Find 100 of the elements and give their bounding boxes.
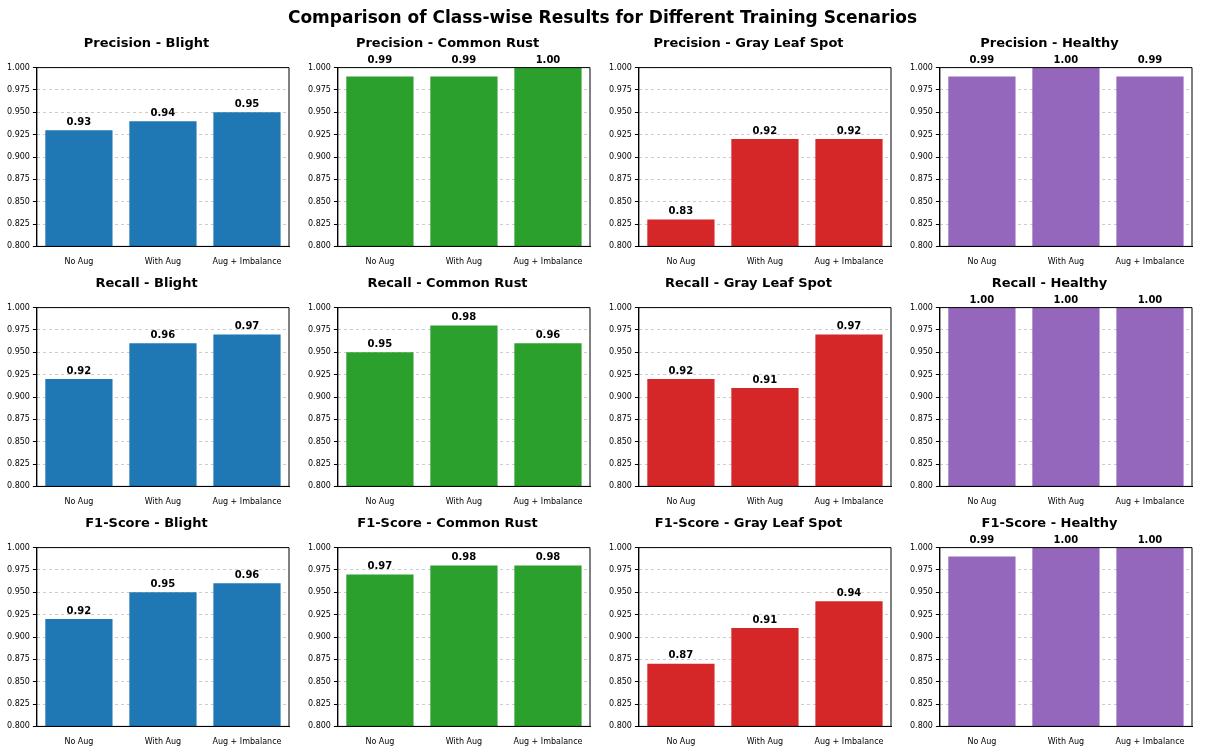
- data-label: 1.00: [1053, 534, 1079, 546]
- y-tick-label: 0.825: [910, 219, 933, 229]
- y-tick-label: 0.825: [308, 459, 331, 469]
- y-tick-label: 0.800: [308, 481, 331, 491]
- x-tick-label: With Aug: [1047, 257, 1085, 267]
- y-tick-label: 0.875: [910, 654, 933, 664]
- data-label: 0.92: [752, 124, 778, 136]
- x-tick-label: With Aug: [445, 257, 483, 267]
- y-tick-label: 0.950: [308, 587, 331, 597]
- y-tick-label: 0.975: [910, 85, 933, 95]
- chart-title: Recall - Blight: [95, 275, 198, 291]
- y-tick-label: 0.850: [609, 676, 632, 686]
- y-tick-label: 0.950: [609, 107, 632, 117]
- y-tick-label: 0.850: [910, 196, 933, 206]
- chart-title: F1-Score - Healthy: [981, 515, 1118, 531]
- y-tick-label: 0.900: [7, 632, 30, 642]
- y-tick-label: 0.975: [910, 325, 933, 335]
- y-tick-label: 0.950: [308, 107, 331, 117]
- y-tick-label: 0.900: [308, 632, 331, 642]
- data-label: 0.91: [752, 613, 778, 625]
- y-tick-label: 0.825: [609, 699, 632, 709]
- y-tick-label: 0.975: [609, 85, 632, 95]
- x-tick-label: Aug + Imbalance: [212, 257, 282, 267]
- y-tick-label: 1.000: [308, 62, 331, 72]
- data-label: 1.00: [969, 294, 995, 306]
- y-tick-label: 0.800: [308, 241, 331, 251]
- y-tick-label: 0.925: [609, 129, 632, 139]
- x-tick-label: No Aug: [967, 737, 997, 747]
- chart-title: F1-Score - Common Rust: [357, 515, 538, 531]
- y-tick-label: 0.875: [609, 174, 632, 184]
- y-tick-label: 0.950: [609, 587, 632, 597]
- x-tick-label: No Aug: [666, 497, 696, 507]
- y-tick-label: 0.825: [308, 219, 331, 229]
- y-tick-label: 0.925: [7, 129, 30, 139]
- data-label: 0.99: [451, 54, 477, 66]
- y-tick-label: 0.875: [308, 654, 331, 664]
- x-tick-label: No Aug: [365, 497, 395, 507]
- data-label: 0.92: [66, 604, 92, 616]
- data-label: 0.96: [234, 568, 260, 580]
- y-tick-label: 0.825: [609, 219, 632, 229]
- data-label: 0.96: [150, 328, 176, 340]
- y-tick-label: 0.900: [7, 152, 30, 162]
- y-tick-label: 0.825: [7, 459, 30, 469]
- y-tick-label: 0.975: [7, 85, 30, 95]
- y-tick-label: 0.925: [910, 369, 933, 379]
- y-tick-label: 0.825: [609, 459, 632, 469]
- x-tick-label: Aug + Imbalance: [1115, 257, 1185, 267]
- y-tick-label: 0.900: [910, 632, 933, 642]
- y-tick-label: 1.000: [7, 62, 30, 72]
- y-tick-label: 0.850: [7, 436, 30, 446]
- y-tick-label: 0.950: [7, 107, 30, 117]
- data-label: 0.92: [66, 364, 92, 376]
- data-label: 0.99: [969, 54, 995, 66]
- y-tick-label: 0.925: [308, 609, 331, 619]
- y-tick-label: 0.800: [910, 241, 933, 251]
- x-tick-label: With Aug: [746, 497, 784, 507]
- y-tick-label: 0.825: [910, 459, 933, 469]
- x-tick-label: With Aug: [144, 497, 182, 507]
- y-tick-label: 0.900: [7, 392, 30, 402]
- chart-title: Precision - Blight: [83, 35, 210, 51]
- y-tick-label: 0.850: [7, 676, 30, 686]
- x-tick-label: No Aug: [64, 737, 94, 747]
- chart-title: F1-Score - Blight: [85, 515, 208, 531]
- chart-title: Precision - Gray Leaf Spot: [653, 35, 844, 51]
- x-tick-label: Aug + Imbalance: [1115, 497, 1185, 507]
- y-tick-label: 1.000: [609, 302, 632, 312]
- x-tick-label: Aug + Imbalance: [212, 497, 282, 507]
- y-tick-label: 1.000: [910, 542, 933, 552]
- y-tick-label: 0.975: [308, 325, 331, 335]
- y-tick-label: 0.925: [609, 609, 632, 619]
- y-tick-label: 0.900: [308, 392, 331, 402]
- chart-title: Recall - Gray Leaf Spot: [665, 275, 832, 291]
- y-tick-label: 0.800: [7, 721, 30, 731]
- y-tick-label: 0.875: [910, 414, 933, 424]
- y-tick-label: 0.850: [7, 196, 30, 206]
- y-tick-label: 1.000: [609, 62, 632, 72]
- x-tick-label: No Aug: [64, 257, 94, 267]
- y-tick-label: 0.850: [609, 436, 632, 446]
- y-tick-label: 1.000: [910, 302, 933, 312]
- data-label: 0.94: [836, 586, 862, 598]
- y-tick-label: 0.975: [308, 85, 331, 95]
- x-tick-label: With Aug: [144, 737, 182, 747]
- x-tick-label: With Aug: [445, 737, 483, 747]
- y-tick-label: 0.850: [910, 436, 933, 446]
- y-tick-label: 0.875: [7, 174, 30, 184]
- y-tick-label: 0.800: [609, 481, 632, 491]
- y-tick-label: 0.850: [308, 676, 331, 686]
- y-tick-label: 0.975: [609, 325, 632, 335]
- y-tick-label: 1.000: [609, 542, 632, 552]
- y-tick-label: 0.800: [910, 481, 933, 491]
- y-tick-label: 0.900: [609, 152, 632, 162]
- y-tick-label: 0.825: [7, 699, 30, 709]
- y-tick-label: 0.950: [910, 587, 933, 597]
- x-tick-label: No Aug: [64, 497, 94, 507]
- y-tick-label: 0.850: [308, 196, 331, 206]
- y-tick-label: 0.950: [910, 107, 933, 117]
- y-tick-label: 1.000: [308, 542, 331, 552]
- data-label: 0.95: [367, 337, 393, 349]
- y-tick-label: 0.875: [7, 654, 30, 664]
- y-tick-label: 0.900: [609, 632, 632, 642]
